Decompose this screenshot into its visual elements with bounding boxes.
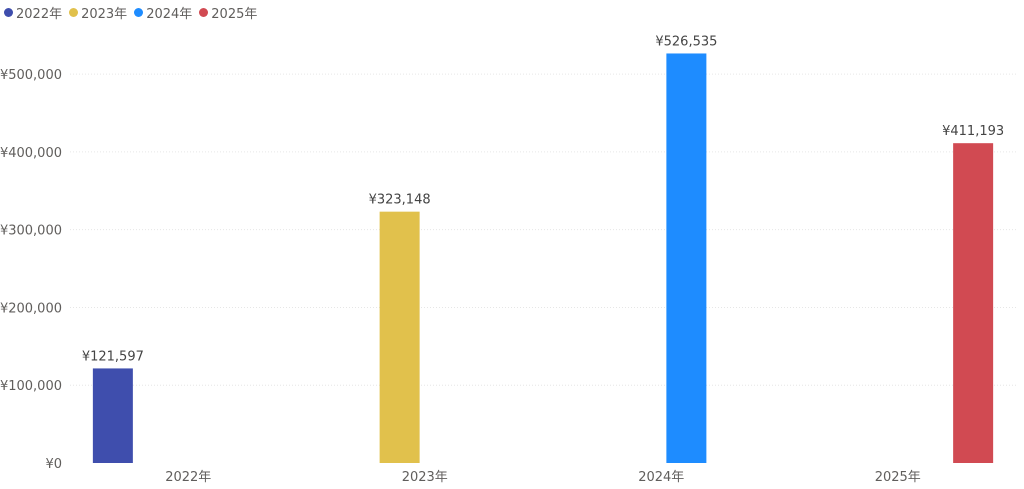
y-tick-label: ¥100,000 bbox=[0, 379, 62, 394]
legend-marker-icon bbox=[134, 7, 144, 17]
legend-label: 2024年 bbox=[146, 6, 193, 22]
legend-item[interactable]: 2024年 bbox=[134, 3, 192, 22]
x-category-label: 2025年 bbox=[875, 470, 921, 485]
legend-marker-icon bbox=[69, 7, 79, 17]
y-tick-label: ¥400,000 bbox=[0, 146, 62, 161]
bar-2022年 bbox=[92, 368, 133, 463]
data-label: ¥323,148 bbox=[369, 193, 431, 208]
legend-marker-icon bbox=[4, 7, 13, 17]
data-label: ¥526,535 bbox=[655, 34, 717, 49]
legend-label: 2022年 bbox=[16, 6, 63, 22]
data-label: ¥411,193 bbox=[942, 124, 1004, 139]
y-tick-label: ¥200,000 bbox=[0, 301, 62, 316]
bar-2024年 bbox=[666, 53, 707, 463]
x-category-label: 2022年 bbox=[165, 470, 211, 485]
y-tick-label: ¥500,000 bbox=[0, 68, 62, 83]
legend-item[interactable]: 2025年 bbox=[199, 3, 257, 22]
bar-2025年 bbox=[953, 143, 994, 463]
legend-marker-icon bbox=[199, 7, 209, 17]
legend-item[interactable]: 2023年 bbox=[69, 3, 127, 22]
legend: 2022年 2023年 2024年 2025年 bbox=[4, 2, 264, 22]
bar-2023年 bbox=[379, 211, 420, 463]
y-tick-label: ¥300,000 bbox=[0, 224, 62, 239]
legend-label: 2025年 bbox=[211, 6, 258, 22]
x-category-label: 2023年 bbox=[402, 470, 448, 485]
x-category-label: 2024年 bbox=[638, 470, 684, 485]
legend-label: 2023年 bbox=[81, 6, 128, 22]
data-label: ¥121,597 bbox=[82, 349, 144, 364]
legend-item[interactable]: 2022年 bbox=[4, 3, 62, 22]
y-tick-label: ¥0 bbox=[45, 457, 62, 472]
